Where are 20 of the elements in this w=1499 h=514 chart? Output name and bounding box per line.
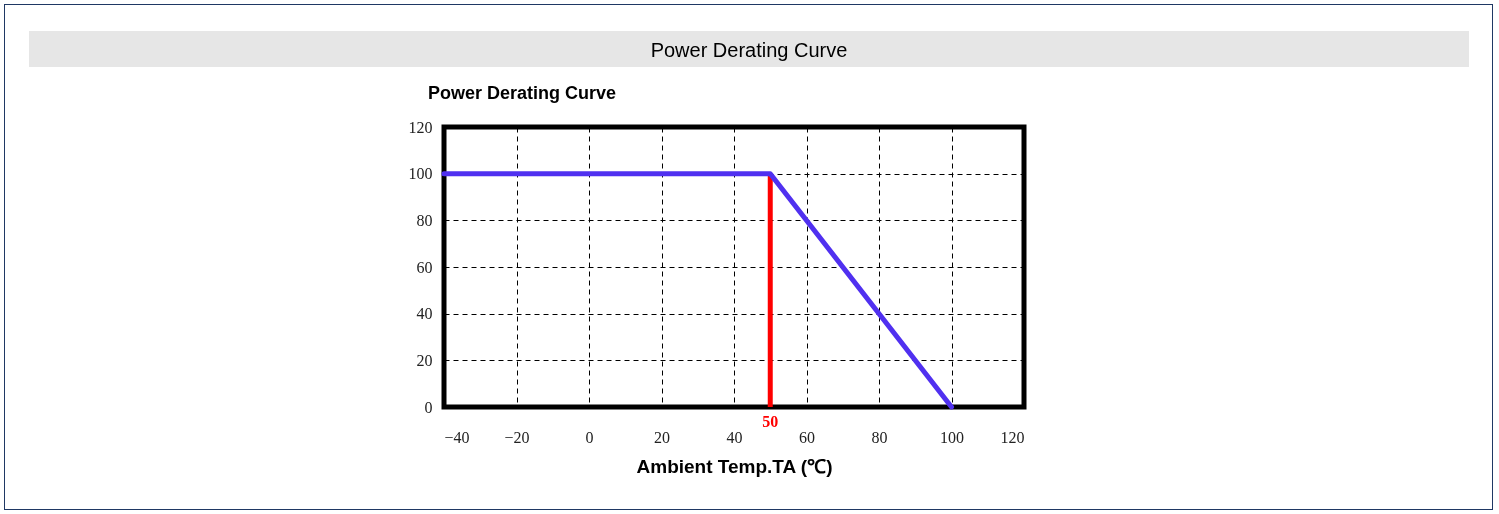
y-tick-label: 80	[416, 211, 433, 229]
chart-title: Power Derating Curve	[29, 31, 1469, 67]
y-tick-label: 100	[408, 165, 433, 183]
x-tick-label: −40	[444, 428, 470, 446]
y-tick-label: 0	[424, 398, 433, 416]
x-tick-label: 80	[871, 428, 888, 446]
y-tick-label: 60	[416, 258, 433, 276]
ref-line-label: 50	[762, 413, 779, 430]
x-tick-label: 60	[799, 428, 815, 446]
y-tick-label: 20	[416, 351, 433, 369]
x-tick-label: 100	[940, 428, 964, 446]
chart-subtitle: Power Derating Curve	[428, 83, 617, 103]
x-axis-title: Ambient Temp.TA (℃)	[636, 455, 833, 477]
y-tick-label: 40	[416, 305, 433, 323]
x-tick-label: 0	[585, 428, 594, 446]
y-tick-label: 120	[408, 118, 433, 136]
x-tick-label: 20	[654, 428, 670, 446]
x-tick-label: 40	[726, 428, 743, 446]
x-tick-label: 120	[1000, 428, 1025, 446]
x-tick-label: −20	[504, 428, 530, 446]
